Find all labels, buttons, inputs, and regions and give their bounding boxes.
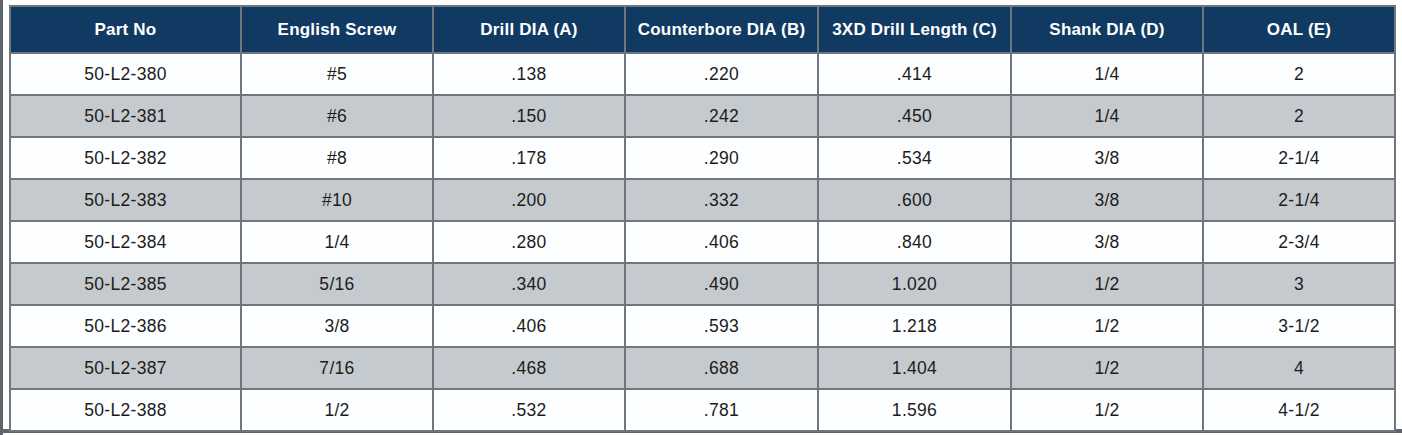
table-row: 50-L2-383 #10 .200 .332 .600 3/8 2-1/4 — [10, 179, 1395, 221]
cell-english-screw: #6 — [241, 95, 433, 137]
catalog-table-page: Part No English Screw Drill DIA (A) Coun… — [0, 0, 1402, 435]
cell-part-no: 50-L2-383 — [10, 179, 241, 221]
cell-drill-dia: .532 — [433, 389, 625, 431]
cell-part-no: 50-L2-381 — [10, 95, 241, 137]
cell-english-screw: #10 — [241, 179, 433, 221]
table-row: 50-L2-381 #6 .150 .242 .450 1/4 2 — [10, 95, 1395, 137]
cell-drill-dia: .280 — [433, 221, 625, 263]
header-3xd-drill-length-c: 3XD Drill Length (C) — [818, 6, 1011, 53]
cell-shank-dia: 3/8 — [1011, 137, 1203, 179]
cell-english-screw: 5/16 — [241, 263, 433, 305]
cell-oal: 4 — [1203, 347, 1395, 389]
table-row: 50-L2-382 #8 .178 .290 .534 3/8 2-1/4 — [10, 137, 1395, 179]
cell-drill-dia: .200 — [433, 179, 625, 221]
cell-drill-dia: .138 — [433, 53, 625, 95]
cell-drill-length: .450 — [818, 95, 1011, 137]
cell-counterbore-dia: .406 — [625, 221, 818, 263]
cell-shank-dia: 3/8 — [1011, 221, 1203, 263]
header-row: Part No English Screw Drill DIA (A) Coun… — [10, 6, 1395, 53]
cell-shank-dia: 1/4 — [1011, 53, 1203, 95]
table-header: Part No English Screw Drill DIA (A) Coun… — [10, 6, 1395, 53]
table-row: 50-L2-385 5/16 .340 .490 1.020 1/2 3 — [10, 263, 1395, 305]
cell-drill-length: 1.596 — [818, 389, 1011, 431]
cell-drill-length: .534 — [818, 137, 1011, 179]
cell-drill-dia: .406 — [433, 305, 625, 347]
cell-part-no: 50-L2-382 — [10, 137, 241, 179]
cell-english-screw: 1/4 — [241, 221, 433, 263]
cell-counterbore-dia: .290 — [625, 137, 818, 179]
cell-english-screw: 1/2 — [241, 389, 433, 431]
cell-drill-dia: .340 — [433, 263, 625, 305]
cell-counterbore-dia: .242 — [625, 95, 818, 137]
cell-drill-length: .600 — [818, 179, 1011, 221]
cell-english-screw: #8 — [241, 137, 433, 179]
cell-drill-length: 1.404 — [818, 347, 1011, 389]
cell-drill-length: .840 — [818, 221, 1011, 263]
header-counterbore-dia-b: Counterbore DIA (B) — [625, 6, 818, 53]
table-row: 50-L2-388 1/2 .532 .781 1.596 1/2 4-1/2 — [10, 389, 1395, 431]
cell-counterbore-dia: .781 — [625, 389, 818, 431]
cell-counterbore-dia: .593 — [625, 305, 818, 347]
table-row: 50-L2-386 3/8 .406 .593 1.218 1/2 3-1/2 — [10, 305, 1395, 347]
header-drill-dia-a: Drill DIA (A) — [433, 6, 625, 53]
cell-drill-length: 1.218 — [818, 305, 1011, 347]
cell-part-no: 50-L2-387 — [10, 347, 241, 389]
cell-oal: 2 — [1203, 53, 1395, 95]
cell-shank-dia: 3/8 — [1011, 179, 1203, 221]
cell-part-no: 50-L2-380 — [10, 53, 241, 95]
cell-part-no: 50-L2-388 — [10, 389, 241, 431]
cell-english-screw: 7/16 — [241, 347, 433, 389]
cell-counterbore-dia: .332 — [625, 179, 818, 221]
cell-shank-dia: 1/2 — [1011, 347, 1203, 389]
cell-oal: 4-1/2 — [1203, 389, 1395, 431]
cell-drill-length: .414 — [818, 53, 1011, 95]
cell-counterbore-dia: .220 — [625, 53, 818, 95]
cell-part-no: 50-L2-384 — [10, 221, 241, 263]
cell-shank-dia: 1/4 — [1011, 95, 1203, 137]
cell-oal: 2-1/4 — [1203, 179, 1395, 221]
cell-part-no: 50-L2-386 — [10, 305, 241, 347]
cell-drill-dia: .178 — [433, 137, 625, 179]
cell-english-screw: #5 — [241, 53, 433, 95]
cell-oal: 2 — [1203, 95, 1395, 137]
header-part-no: Part No — [10, 6, 241, 53]
header-oal-e: OAL (E) — [1203, 6, 1395, 53]
cell-counterbore-dia: .490 — [625, 263, 818, 305]
cell-oal: 2-1/4 — [1203, 137, 1395, 179]
cell-english-screw: 3/8 — [241, 305, 433, 347]
header-shank-dia-d: Shank DIA (D) — [1011, 6, 1203, 53]
table-row: 50-L2-380 #5 .138 .220 .414 1/4 2 — [10, 53, 1395, 95]
table-row: 50-L2-384 1/4 .280 .406 .840 3/8 2-3/4 — [10, 221, 1395, 263]
cell-counterbore-dia: .688 — [625, 347, 818, 389]
table-row: 50-L2-387 7/16 .468 .688 1.404 1/2 4 — [10, 347, 1395, 389]
cell-shank-dia: 1/2 — [1011, 263, 1203, 305]
cell-oal: 2-3/4 — [1203, 221, 1395, 263]
cell-drill-dia: .468 — [433, 347, 625, 389]
table-body: 50-L2-380 #5 .138 .220 .414 1/4 2 50-L2-… — [10, 53, 1395, 431]
cell-shank-dia: 1/2 — [1011, 305, 1203, 347]
cell-oal: 3-1/2 — [1203, 305, 1395, 347]
header-english-screw: English Screw — [241, 6, 433, 53]
cell-drill-dia: .150 — [433, 95, 625, 137]
cell-shank-dia: 1/2 — [1011, 389, 1203, 431]
cell-drill-length: 1.020 — [818, 263, 1011, 305]
cell-oal: 3 — [1203, 263, 1395, 305]
page-frame-left-line — [0, 0, 3, 435]
cell-part-no: 50-L2-385 — [10, 263, 241, 305]
drill-spec-table: Part No English Screw Drill DIA (A) Coun… — [9, 5, 1396, 432]
